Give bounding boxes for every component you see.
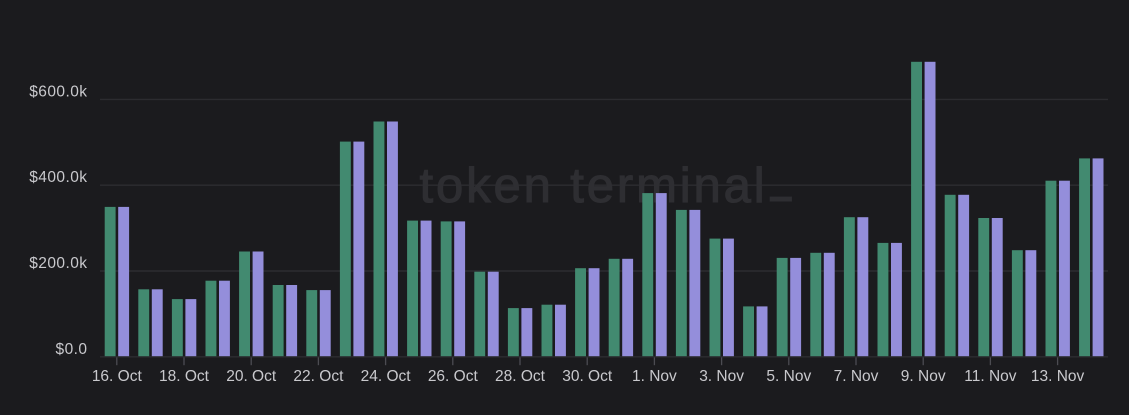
svg-text:$600.0k: $600.0k — [29, 83, 87, 100]
svg-text:28. Oct: 28. Oct — [495, 368, 546, 385]
svg-text:3. Nov: 3. Nov — [699, 368, 744, 385]
svg-text:1. Nov: 1. Nov — [632, 368, 677, 385]
svg-text:16. Oct: 16. Oct — [92, 368, 143, 385]
svg-text:$0.0: $0.0 — [56, 341, 88, 358]
svg-text:18. Oct: 18. Oct — [159, 368, 210, 385]
svg-text:30. Oct: 30. Oct — [562, 368, 613, 385]
svg-text:11. Nov: 11. Nov — [964, 368, 1017, 385]
svg-text:22. Oct: 22. Oct — [293, 368, 344, 385]
svg-text:20. Oct: 20. Oct — [226, 368, 277, 385]
svg-text:$200.0k: $200.0k — [29, 255, 87, 272]
svg-text:$400.0k: $400.0k — [29, 169, 87, 186]
svg-text:24. Oct: 24. Oct — [361, 368, 412, 385]
svg-text:13. Nov: 13. Nov — [1031, 368, 1085, 385]
svg-text:7. Nov: 7. Nov — [834, 368, 879, 385]
svg-text:5. Nov: 5. Nov — [766, 368, 811, 385]
svg-text:token terminal: token terminal — [420, 159, 765, 213]
svg-text:26. Oct: 26. Oct — [428, 368, 479, 385]
svg-text:9. Nov: 9. Nov — [901, 368, 946, 385]
